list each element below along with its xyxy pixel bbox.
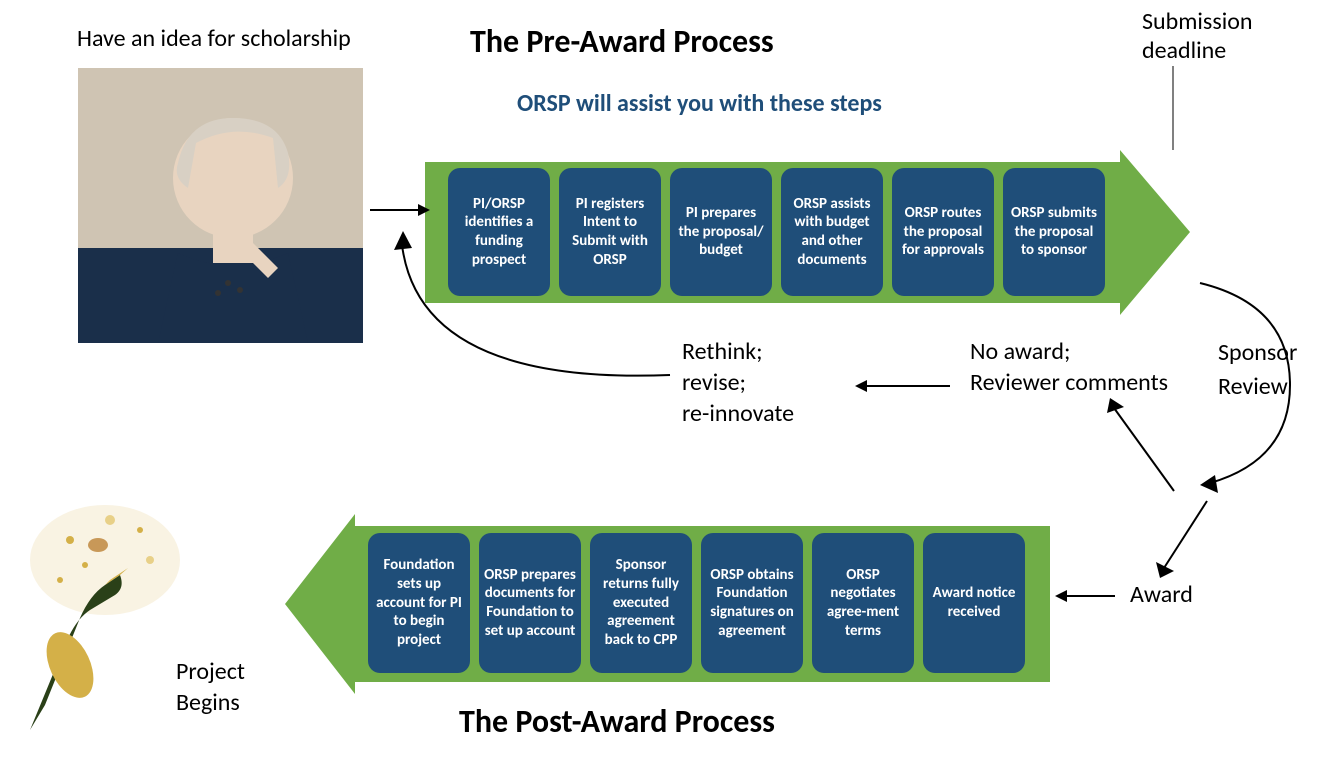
pre-step-6: ORSP submits the proposal to sponsor — [1003, 168, 1105, 296]
post-step-1: Foundation sets up account for PI to beg… — [368, 533, 470, 673]
rethink-label: Rethink;revise;re-innovate — [682, 336, 794, 430]
sponsor-review-text: SponsorReview — [1218, 336, 1297, 403]
no-award-label: No award;Reviewer comments — [970, 336, 1168, 398]
post-award-steps-row: Foundation sets up account for PI to beg… — [368, 533, 1025, 673]
post-step-6: Award notice received — [923, 533, 1025, 673]
award-to-post-arrow — [1055, 586, 1120, 606]
champagne-icon — [10, 470, 200, 730]
no-award-text: No award;Reviewer comments — [970, 336, 1168, 398]
champagne-image — [10, 470, 200, 730]
rethink-loop-arrow — [390, 225, 680, 400]
award-label: Award — [1130, 580, 1193, 609]
pre-award-title: The Pre-Award Process — [470, 22, 774, 61]
idea-to-process-arrow — [370, 200, 430, 220]
deadline-line — [1172, 66, 1174, 150]
post-award-title: The Post-Award Process — [459, 702, 775, 741]
post-step-4: ORSP obtains Foundation signatures on ag… — [701, 533, 803, 673]
pre-step-5: ORSP routes the proposal for approvals — [892, 168, 994, 296]
post-step-2: ORSP prepares documents for Foundation t… — [479, 533, 581, 673]
to-no-award-arrow — [1102, 396, 1182, 501]
sponsor-review-label: SponsorReview — [1218, 336, 1297, 403]
scholar-photo — [78, 68, 363, 343]
orsp-subtitle: ORSP will assist you with these steps — [517, 89, 882, 118]
rethink-text: Rethink;revise;re-innovate — [682, 336, 794, 430]
person-icon — [78, 68, 363, 343]
pre-step-4: ORSP assists with budget and other docum… — [781, 168, 883, 296]
submission-deadline-text: Submissiondeadline — [1142, 7, 1252, 65]
to-award-arrow — [1152, 496, 1222, 581]
noaward-to-rethink-arrow — [855, 376, 955, 396]
post-step-5: ORSP negotiates agree-ment terms — [812, 533, 914, 673]
pre-step-3: PI prepares the proposal/ budget — [670, 168, 772, 296]
post-step-3: Sponsor returns fully executed agreement… — [590, 533, 692, 673]
idea-label: Have an idea for scholarship — [77, 24, 351, 53]
submission-deadline-label: Submissiondeadline — [1142, 8, 1252, 66]
